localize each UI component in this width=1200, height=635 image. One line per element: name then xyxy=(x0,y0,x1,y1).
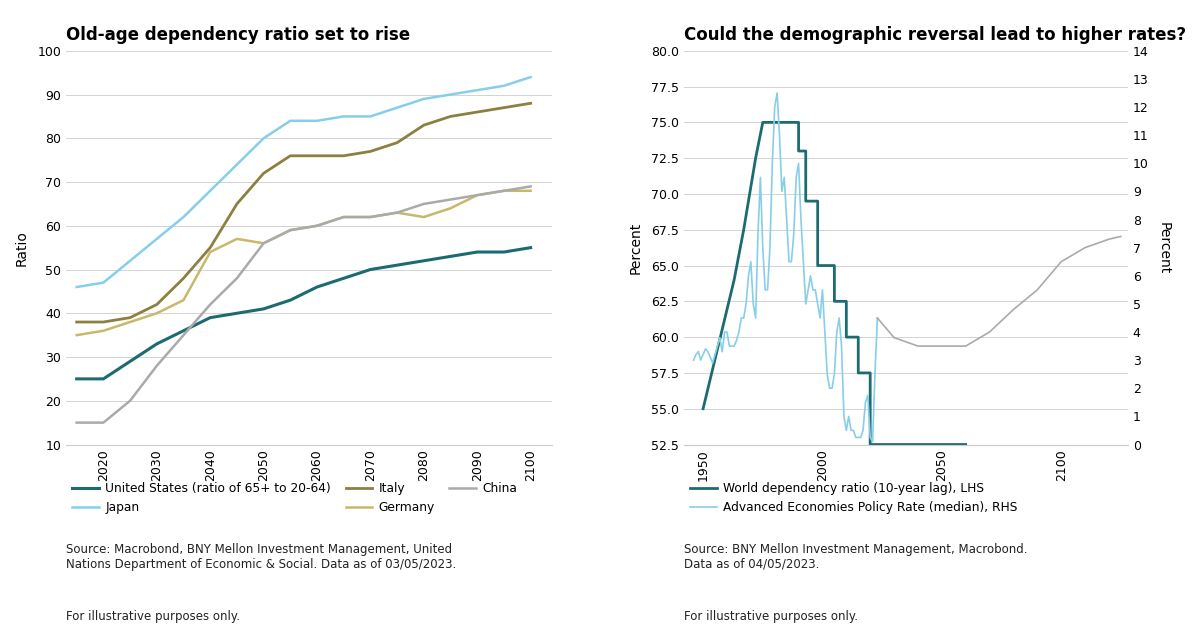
Text: For illustrative purposes only.: For illustrative purposes only. xyxy=(684,610,858,622)
Text: Old-age dependency ratio set to rise: Old-age dependency ratio set to rise xyxy=(66,25,410,44)
Y-axis label: Percent: Percent xyxy=(1157,222,1171,274)
Text: Source: BNY Mellon Investment Management, Macrobond.
Data as of 04/05/2023.: Source: BNY Mellon Investment Management… xyxy=(684,543,1027,571)
Text: For illustrative purposes only.: For illustrative purposes only. xyxy=(66,610,240,622)
Legend: United States (ratio of 65+ to 20-64), Japan, Italy, Germany, China: United States (ratio of 65+ to 20-64), J… xyxy=(72,482,517,514)
Y-axis label: Ratio: Ratio xyxy=(14,230,29,265)
Y-axis label: Percent: Percent xyxy=(629,222,643,274)
Text: Source: Macrobond, BNY Mellon Investment Management, United
Nations Department o: Source: Macrobond, BNY Mellon Investment… xyxy=(66,543,456,571)
Text: Could the demographic reversal lead to higher rates?: Could the demographic reversal lead to h… xyxy=(684,25,1186,44)
Legend: World dependency ratio (10-year lag), LHS, Advanced Economies Policy Rate (media: World dependency ratio (10-year lag), LH… xyxy=(690,482,1018,514)
